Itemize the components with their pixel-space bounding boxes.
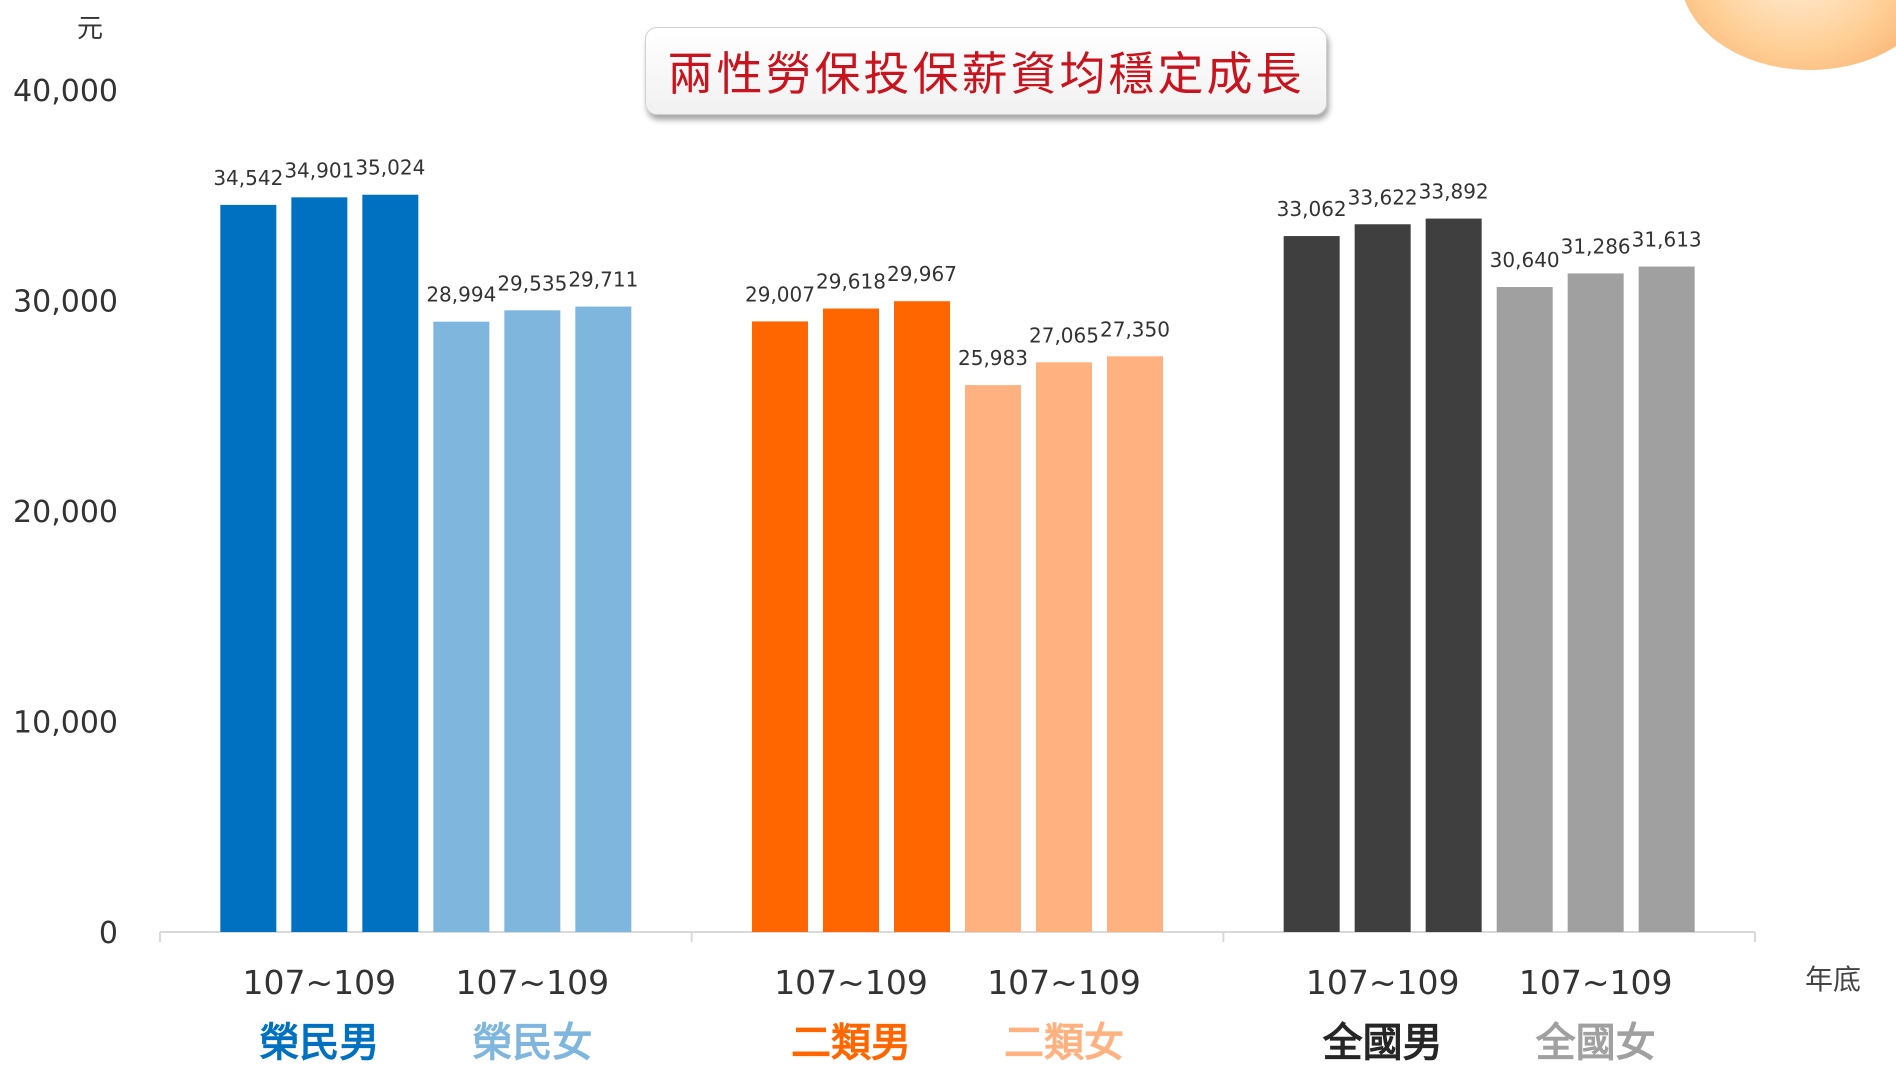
bar [1496, 287, 1553, 932]
category-label: 二類女 [1004, 1020, 1124, 1065]
bar [1107, 356, 1163, 933]
bar [362, 194, 419, 932]
data-label: 30,640 [1490, 248, 1560, 272]
x-tick-label: 107~109 [243, 963, 397, 1002]
bar [965, 385, 1021, 932]
category-label: 榮民男 [259, 1020, 379, 1065]
bar [752, 321, 808, 932]
category-label: 全國男 [1322, 1020, 1443, 1065]
data-label: 27,350 [1100, 317, 1170, 341]
y-tick-label: 40,000 [13, 74, 118, 109]
x-tick-label: 107~109 [1519, 963, 1673, 1002]
bar [823, 308, 879, 932]
data-label: 33,622 [1348, 185, 1418, 209]
bar [291, 197, 348, 932]
y-axis-unit-label: 元 [77, 14, 104, 44]
x-tick-label: 107~109 [774, 963, 928, 1002]
y-tick-label: 0 [99, 916, 118, 951]
bar [1036, 362, 1092, 932]
y-tick-label: 20,000 [13, 495, 118, 530]
x-tick-label: 107~109 [987, 963, 1141, 1002]
data-label: 29,711 [568, 268, 638, 292]
bar [575, 306, 632, 932]
data-label: 31,613 [1632, 228, 1702, 252]
category-label: 榮民女 [472, 1020, 592, 1065]
bar [1283, 236, 1340, 932]
data-label: 35,024 [355, 156, 425, 180]
data-label: 29,967 [887, 262, 957, 286]
data-label: 27,065 [1029, 323, 1099, 347]
x-tick-label: 107~109 [456, 963, 610, 1002]
y-tick-label: 30,000 [13, 285, 118, 320]
category-label: 二類男 [791, 1020, 911, 1065]
data-label: 33,892 [1419, 180, 1489, 204]
bar [220, 204, 277, 933]
bar [1567, 273, 1624, 932]
bar [433, 321, 490, 933]
bar [894, 301, 950, 932]
x-axis-end-label: 年底 [1805, 963, 1862, 996]
bar [1425, 218, 1482, 933]
data-label: 34,901 [284, 158, 354, 182]
data-label: 25,983 [958, 346, 1028, 370]
category-label: 全國女 [1535, 1020, 1656, 1065]
chart-title: 兩性勞保投保薪資均穩定成長 [645, 27, 1327, 115]
data-label: 29,618 [816, 270, 886, 294]
data-label: 31,286 [1561, 234, 1631, 258]
data-label: 29,535 [497, 271, 567, 295]
bar [1354, 224, 1411, 932]
data-label: 34,542 [213, 166, 283, 190]
bar [504, 310, 561, 933]
data-label: 29,007 [745, 282, 815, 306]
x-tick-label: 107~109 [1306, 963, 1460, 1002]
data-label: 33,062 [1277, 197, 1347, 221]
bar [1638, 266, 1695, 932]
y-tick-label: 10,000 [13, 706, 118, 741]
data-label: 28,994 [426, 283, 496, 307]
